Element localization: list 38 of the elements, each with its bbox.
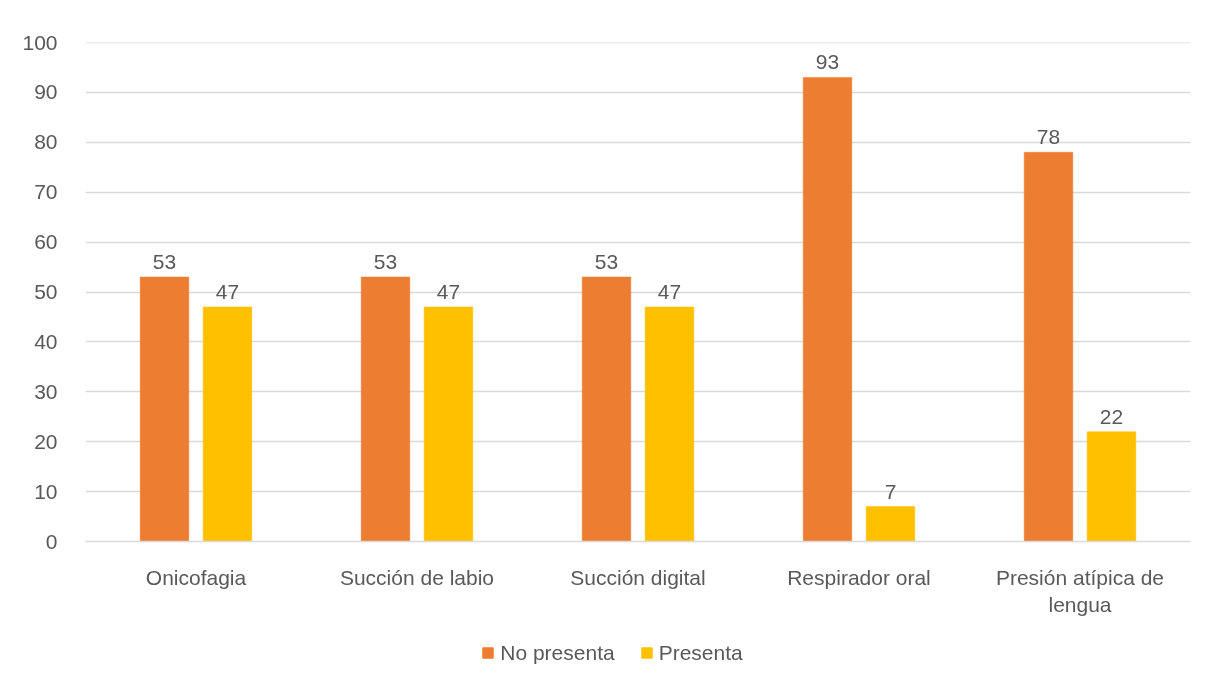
data-label: 53: [594, 250, 619, 274]
x-tick-label: Presión atípica de lengua: [995, 565, 1165, 617]
bar: [1086, 431, 1137, 542]
y-tick-label: 0: [45, 529, 58, 553]
data-label: 47: [215, 279, 240, 303]
legend-label: Presenta: [658, 640, 743, 665]
bar: [139, 276, 190, 542]
bar: [644, 306, 695, 542]
data-label: 7: [884, 479, 897, 503]
data-label: 78: [1036, 125, 1061, 149]
y-tick-label: 30: [34, 379, 58, 403]
y-tick-label: 60: [34, 230, 58, 254]
y-tick-label: 70: [34, 180, 58, 204]
bar: [1023, 152, 1074, 542]
data-label: 93: [815, 50, 840, 74]
y-tick-label: 80: [34, 130, 58, 154]
legend-label: No presenta: [500, 640, 615, 665]
x-tick-label: Respirador oral: [787, 565, 931, 589]
data-label: 53: [373, 250, 398, 274]
data-label: 47: [657, 279, 682, 303]
y-tick-label: 20: [34, 429, 58, 453]
bar: [865, 506, 916, 542]
x-tick-label: Succión digital: [570, 565, 706, 589]
data-label: 47: [436, 279, 461, 303]
bar: [202, 306, 253, 542]
x-tick-label: Succión de labio: [339, 565, 495, 589]
x-tick-label: Onicofagia: [145, 565, 247, 589]
y-tick-label: 10: [34, 479, 58, 503]
data-label: 22: [1099, 404, 1124, 428]
y-tick-label: 90: [34, 80, 58, 104]
bar: [360, 276, 411, 542]
bar: [802, 77, 853, 542]
y-tick-label: 100: [22, 30, 58, 54]
data-label: 53: [152, 250, 177, 274]
y-tick-label: 40: [34, 329, 58, 353]
bar: [581, 276, 632, 542]
bar: [423, 306, 474, 542]
y-tick-label: 50: [34, 280, 58, 303]
